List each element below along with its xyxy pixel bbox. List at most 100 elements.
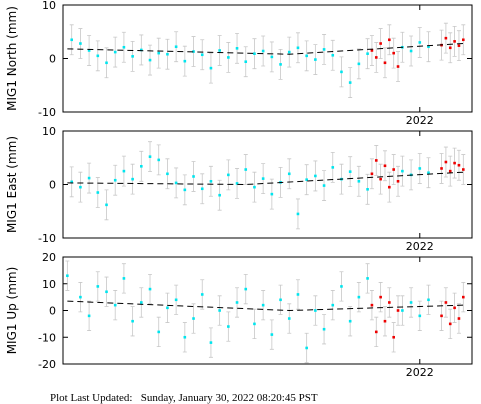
data-point bbox=[427, 171, 430, 175]
data-point bbox=[200, 187, 204, 191]
footer: Plot Last Updated: Sunday, January 30, 2… bbox=[50, 392, 318, 404]
data-point bbox=[113, 50, 117, 54]
data-point bbox=[140, 165, 143, 168]
data-point bbox=[270, 55, 274, 59]
data-point bbox=[261, 177, 265, 180]
data-point bbox=[70, 38, 74, 42]
data-point bbox=[235, 182, 239, 185]
data-point bbox=[209, 179, 213, 183]
data-point bbox=[366, 277, 369, 280]
data-point bbox=[314, 309, 317, 312]
data-point bbox=[96, 285, 100, 288]
data-point bbox=[157, 330, 161, 334]
data-point bbox=[227, 325, 230, 328]
data-point bbox=[166, 172, 169, 176]
data-point bbox=[200, 293, 204, 296]
data-point bbox=[314, 58, 317, 61]
data-point bbox=[448, 46, 452, 50]
data-point bbox=[279, 298, 282, 302]
data-point bbox=[261, 49, 265, 53]
data-point bbox=[322, 327, 326, 331]
data-point bbox=[96, 54, 100, 58]
data-point bbox=[131, 319, 134, 323]
data-point bbox=[427, 45, 430, 49]
y-tick-label: 10 bbox=[42, 0, 56, 12]
data-point bbox=[396, 309, 400, 312]
data-point bbox=[183, 188, 187, 192]
data-point bbox=[396, 65, 400, 68]
data-point bbox=[270, 333, 274, 336]
data-point bbox=[409, 301, 413, 304]
data-point bbox=[66, 274, 69, 278]
data-point bbox=[122, 277, 126, 280]
data-point bbox=[96, 191, 100, 194]
data-point bbox=[113, 178, 117, 182]
y-tick-label: -10 bbox=[38, 106, 56, 119]
x-tick-label: 2022 bbox=[406, 240, 434, 253]
y-axis-label: MIG1 North (mm) bbox=[5, 6, 19, 111]
y-tick-label: 20 bbox=[42, 251, 56, 264]
data-point bbox=[209, 66, 213, 70]
data-point bbox=[401, 309, 404, 312]
data-point bbox=[174, 298, 178, 302]
data-point bbox=[270, 192, 274, 196]
data-point bbox=[396, 179, 400, 183]
data-point bbox=[183, 59, 187, 63]
data-point bbox=[305, 178, 308, 181]
data-point bbox=[444, 160, 448, 164]
data-point bbox=[296, 212, 300, 216]
data-point bbox=[218, 49, 221, 52]
data-point bbox=[148, 58, 152, 62]
data-point bbox=[87, 314, 91, 318]
data-point bbox=[374, 159, 378, 162]
data-point bbox=[253, 322, 256, 326]
data-point bbox=[440, 314, 443, 318]
data-point bbox=[105, 61, 108, 65]
plot-frame bbox=[62, 256, 473, 365]
data-point bbox=[444, 36, 448, 40]
data-point bbox=[461, 38, 465, 42]
data-point bbox=[379, 177, 382, 181]
data-point bbox=[192, 50, 195, 53]
data-point bbox=[401, 169, 404, 173]
data-point bbox=[448, 322, 452, 326]
data-point bbox=[148, 287, 152, 291]
data-point bbox=[209, 341, 213, 344]
data-point bbox=[370, 49, 374, 52]
data-point bbox=[279, 63, 282, 66]
y-tick-label: -10 bbox=[38, 331, 56, 344]
data-point bbox=[379, 42, 382, 45]
data-point bbox=[166, 306, 169, 310]
data-point bbox=[322, 48, 326, 51]
y-axis-label: MIG1 East (mm) bbox=[5, 136, 19, 233]
data-point bbox=[357, 179, 361, 183]
data-point bbox=[87, 49, 91, 52]
data-point bbox=[122, 169, 126, 173]
data-point bbox=[200, 53, 204, 57]
data-point bbox=[261, 303, 265, 307]
data-point bbox=[322, 184, 326, 187]
data-point bbox=[374, 56, 378, 59]
y-tick-label: -20 bbox=[38, 358, 56, 371]
y-tick-label: 10 bbox=[42, 278, 56, 291]
data-point bbox=[453, 40, 456, 43]
data-point bbox=[287, 172, 291, 176]
data-point bbox=[296, 293, 300, 296]
data-point bbox=[148, 155, 152, 158]
data-point bbox=[453, 306, 456, 310]
data-point bbox=[357, 295, 361, 299]
data-point bbox=[392, 335, 395, 339]
data-point bbox=[461, 295, 465, 299]
data-point bbox=[340, 70, 343, 74]
x-tick-label: 2022 bbox=[406, 114, 434, 127]
y-tick-label: -10 bbox=[38, 232, 56, 245]
y-tick-label: 0 bbox=[49, 179, 56, 192]
trend-line bbox=[67, 300, 464, 312]
data-point bbox=[348, 170, 352, 173]
data-point bbox=[183, 335, 187, 339]
data-point bbox=[331, 53, 335, 57]
data-point bbox=[218, 193, 221, 197]
data-point bbox=[379, 295, 382, 299]
data-point bbox=[366, 52, 369, 55]
